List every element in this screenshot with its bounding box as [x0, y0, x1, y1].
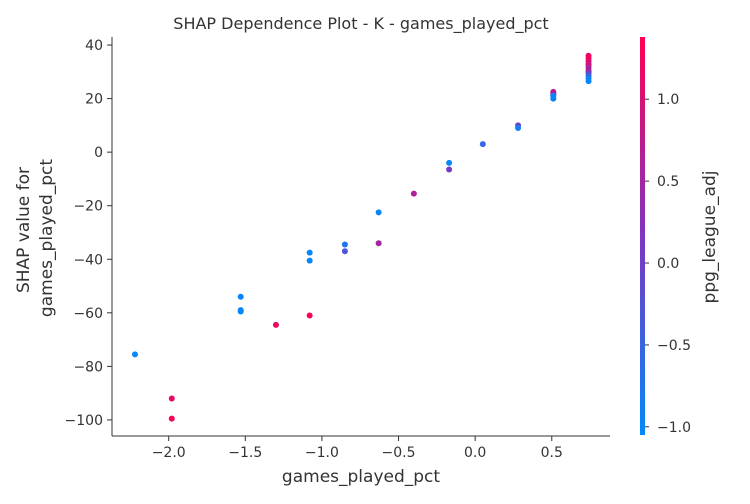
scatter-point [585, 78, 592, 85]
scatter-point [375, 240, 382, 247]
x-tick-label: −1.5 [228, 445, 262, 461]
y-axis-label-line2: games_played_pct [37, 159, 57, 317]
scatter-point [306, 249, 313, 256]
scatter-point [341, 241, 348, 248]
x-tick-label: −1.0 [305, 445, 339, 461]
x-tick-label: −2.0 [152, 445, 186, 461]
y-tick-label: −60 [73, 306, 103, 322]
y-tick-label: −20 [73, 199, 103, 215]
y-tick-label: −40 [73, 252, 103, 268]
x-tick-label: −0.5 [382, 445, 416, 461]
chart-title: SHAP Dependence Plot - K - games_played_… [173, 14, 548, 34]
colorbar [640, 37, 645, 435]
colorbar-tick-label: 1.0 [657, 92, 679, 108]
scatter-point [237, 308, 244, 315]
scatter-point [550, 92, 557, 99]
scatter-point [375, 209, 382, 216]
scatter-point [515, 125, 522, 132]
scatter-point [168, 415, 175, 422]
colorbar-tick-label: 0.5 [657, 174, 679, 190]
colorbar-label: ppg_league_adj [700, 171, 720, 304]
y-tick-label: 0 [94, 145, 103, 161]
y-tick-label: 40 [85, 38, 103, 54]
y-tick-label: −100 [65, 413, 103, 429]
axes: −2.0 −1.5 −1.0 −0.5 0.0 0.5 −100 −80 −60 −40 −20 0 2… [65, 37, 610, 461]
scatter-point [479, 141, 486, 148]
y-tick-label: 20 [85, 92, 103, 108]
y-tick-label: −80 [73, 359, 103, 375]
scatter-point [306, 257, 313, 264]
scatter-point [446, 159, 453, 166]
y-axis-label-line1: SHAP value for [14, 167, 34, 293]
scatter-point [410, 190, 417, 197]
colorbar-tick-label: 0.0 [657, 256, 679, 272]
scatter-points [131, 52, 592, 422]
scatter-point [306, 312, 313, 319]
x-tick-label: 0.5 [541, 445, 563, 461]
scatter-point [341, 248, 348, 255]
colorbar-tick-label: −0.5 [657, 338, 691, 354]
colorbar-tick-label: −1.0 [657, 420, 691, 436]
colorbar-ticks: −1.0 −0.5 0.0 0.5 1.0 [645, 92, 691, 436]
scatter-point [446, 166, 453, 173]
scatter-point [168, 395, 175, 402]
scatter-point [272, 321, 279, 328]
scatter-point [131, 351, 138, 358]
x-axis-label: games_played_pct [282, 467, 440, 487]
scatter-point [237, 293, 244, 300]
x-tick-label: 0.0 [464, 445, 486, 461]
